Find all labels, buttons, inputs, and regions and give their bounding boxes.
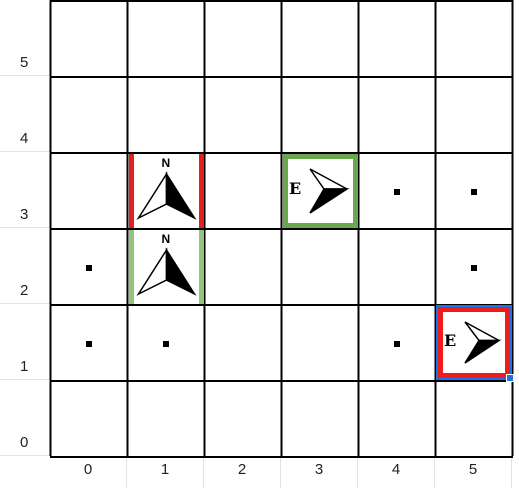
marker-dot	[85, 341, 92, 347]
cell-2-2[interactable]	[204, 228, 281, 304]
marker-dot	[470, 189, 477, 195]
row-header-label: 2	[20, 282, 29, 299]
direction-label: E	[444, 330, 457, 350]
cell-1-5[interactable]	[127, 0, 204, 76]
arrow-north-icon-left	[136, 247, 168, 296]
cell-0-0[interactable]	[50, 380, 127, 456]
arrow-north-icon	[136, 171, 197, 220]
cell-5-0[interactable]	[435, 380, 512, 456]
piece-e-3-3[interactable]: E	[283, 154, 358, 228]
cell-1-4[interactable]	[127, 76, 204, 152]
cell-4-5[interactable]	[358, 0, 435, 76]
marker-dot	[85, 265, 92, 271]
cell-0-4[interactable]	[50, 76, 127, 152]
arrow-east-icon-bottom	[464, 339, 502, 364]
cell-5-4[interactable]	[435, 76, 512, 152]
direction-label: N	[161, 156, 171, 170]
piece-n-1-3[interactable]: N	[129, 154, 204, 228]
row-header-label: 5	[20, 54, 29, 71]
selection-handle[interactable]	[506, 374, 514, 382]
cell-3-4[interactable]	[281, 76, 358, 152]
row-header-4[interactable]: 4	[0, 76, 50, 152]
marker-dot	[393, 189, 400, 195]
direction-label: E	[289, 179, 302, 198]
cell-3-2[interactable]	[281, 228, 358, 304]
arrow-east-icon	[464, 321, 502, 364]
arrow-east-icon-bottom	[309, 188, 350, 214]
cell-2-4[interactable]	[204, 76, 281, 152]
row-header-label: 3	[20, 206, 29, 223]
column-header-1[interactable]: 1	[127, 455, 204, 488]
marker-dot	[393, 341, 400, 347]
arrow-north-icon-left	[136, 171, 168, 220]
row-header-label: 4	[20, 130, 29, 147]
column-header-5[interactable]: 5	[435, 455, 512, 488]
row-header-5[interactable]: 5	[0, 0, 50, 76]
direction-label: N	[161, 232, 171, 246]
row-header-1[interactable]: 1	[0, 304, 50, 380]
cell-1-0[interactable]	[127, 380, 204, 456]
row-header-2[interactable]: 2	[0, 228, 50, 304]
piece-n-1-2[interactable]: N	[129, 230, 204, 304]
cell-5-5[interactable]	[435, 0, 512, 76]
arrow-east-icon	[309, 168, 350, 214]
row-header-label: 0	[20, 434, 29, 451]
cell-0-3[interactable]	[50, 152, 127, 228]
marker-dot	[470, 265, 477, 271]
column-header-2[interactable]: 2	[204, 455, 281, 488]
cell-4-4[interactable]	[358, 76, 435, 152]
cell-3-5[interactable]	[281, 0, 358, 76]
cell-4-2[interactable]	[358, 228, 435, 304]
row-header-label: 1	[20, 358, 29, 375]
arrow-north-icon-right	[165, 247, 197, 296]
arrow-east-icon-top	[464, 321, 500, 342]
cell-2-0[interactable]	[204, 380, 281, 456]
row-header-0[interactable]: 0	[0, 380, 50, 456]
arrow-north-icon-right	[165, 171, 197, 220]
cell-2-5[interactable]	[204, 0, 281, 76]
arrow-east-icon-top	[309, 168, 348, 190]
column-header-4[interactable]: 4	[358, 455, 435, 488]
cell-2-1[interactable]	[204, 304, 281, 380]
arrow-north-icon	[136, 247, 197, 296]
cell-4-0[interactable]	[358, 380, 435, 456]
marker-dot	[162, 341, 169, 347]
row-header-3[interactable]: 3	[0, 152, 50, 228]
piece-e-5-1[interactable]: E	[436, 305, 514, 382]
cell-3-1[interactable]	[281, 304, 358, 380]
column-header-0[interactable]: 0	[50, 455, 127, 488]
cell-2-3[interactable]	[204, 152, 281, 228]
column-header-3[interactable]: 3	[281, 455, 358, 488]
cell-0-5[interactable]	[50, 0, 127, 76]
cell-3-0[interactable]	[281, 380, 358, 456]
